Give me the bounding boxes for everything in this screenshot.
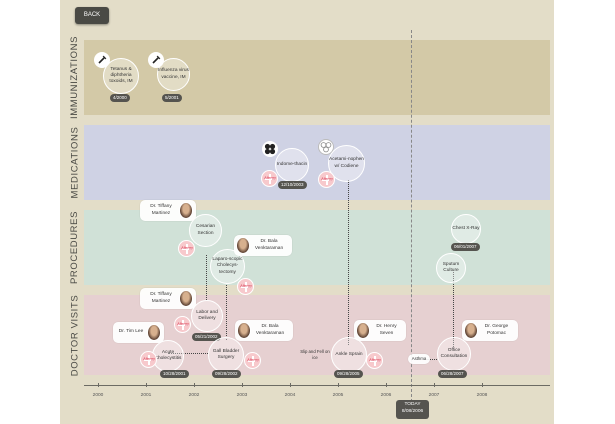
connector-line <box>427 359 437 360</box>
year-tick <box>290 383 291 387</box>
medication-date: 12/10/2003 <box>278 181 307 189</box>
allergy-icon: Allergy <box>174 316 191 333</box>
pills-outline-icon <box>318 139 334 155</box>
link-line <box>453 272 454 347</box>
today-marker[interactable]: TODAY 8/08/2006 <box>396 400 429 419</box>
medication-bubble[interactable]: Indome-thacin <box>275 148 309 182</box>
timeline-axis <box>84 385 550 386</box>
doctor-card[interactable]: Dr. Tiffany Martinez <box>140 200 196 221</box>
doctor-avatar <box>356 322 370 339</box>
doctor-visits-label: DOCTOR VISITS <box>69 294 81 376</box>
procedures-label: PROCEDURES <box>69 210 81 285</box>
visit-date: 09/28/2005 <box>334 370 363 378</box>
doctor-card[interactable]: Dr. Bala Venktaraman <box>234 235 292 256</box>
immunization-bubble[interactable]: Influenza virus vaccine, IM <box>157 58 190 91</box>
doctor-avatar <box>464 322 478 339</box>
doctor-card[interactable]: Dr. George Potomac <box>462 320 518 341</box>
visit-bubble[interactable]: Labor and Delivery <box>191 300 223 332</box>
immunizations-label: IMMUNIZATIONS <box>69 35 81 120</box>
year-tick <box>242 383 243 387</box>
procedure-bubble[interactable]: Laparo-scopic Cholecys-tectomy <box>210 249 245 284</box>
immunization-date: 5/2001 <box>162 94 182 102</box>
timeline-app: BACK IMMUNIZATIONS MEDICATIONS PROCEDURE… <box>60 0 554 424</box>
allergy-icon: Allergy <box>261 170 278 187</box>
year-label: 2002 <box>188 393 200 398</box>
year-label: 2000 <box>92 393 104 398</box>
year-label: 2004 <box>284 393 296 398</box>
allergy-icon: Allergy <box>140 351 157 368</box>
pills-icon <box>262 141 278 157</box>
year-tick <box>98 383 99 387</box>
doctor-card[interactable]: Dr. Henry Seven <box>354 320 406 341</box>
doctor-card[interactable]: Dr. Tiffany Martinez <box>140 288 196 309</box>
year-label: 2008 <box>476 393 488 398</box>
immunization-date: 4/2000 <box>110 94 130 102</box>
year-tick <box>386 383 387 387</box>
doctor-avatar <box>179 202 193 219</box>
allergy-icon: Allergy <box>366 352 383 369</box>
today-date: 8/08/2006 <box>401 408 424 414</box>
procedure-bubble[interactable]: Cesarian Section <box>189 214 222 247</box>
year-label: 2006 <box>380 393 392 398</box>
year-tick <box>146 383 147 387</box>
doctor-card[interactable]: Dr. Bala Venktaraman <box>235 320 293 341</box>
link-line <box>206 255 207 300</box>
link-line <box>226 285 227 340</box>
immunization-bubble[interactable]: Tetanus & diphtheria toxoids, IM <box>103 58 139 94</box>
link-line <box>348 180 349 345</box>
visit-bubble[interactable]: Acute Cholecystitis <box>152 340 184 372</box>
procedure-bubble[interactable]: Chest X-Ray <box>451 214 481 244</box>
year-tick <box>194 383 195 387</box>
year-label: 2001 <box>140 393 152 398</box>
connector-line <box>168 353 208 354</box>
procedure-date: 05/21/2002 <box>192 333 221 341</box>
procedures-band <box>84 210 550 285</box>
year-tick <box>338 383 339 387</box>
visit-note: Slip and Fell on ice <box>300 349 330 360</box>
allergy-icon: Allergy <box>244 352 261 369</box>
doctor-avatar <box>236 237 250 254</box>
today-line <box>411 30 412 402</box>
doctor-card[interactable]: Dr. Tim Lee <box>113 322 164 343</box>
visit-date: 10/28/2001 <box>160 370 189 378</box>
year-tick <box>482 383 483 387</box>
doctor-avatar <box>179 290 193 307</box>
visit-bubble[interactable]: Office Consultation <box>437 337 471 371</box>
year-label: 2003 <box>236 393 248 398</box>
year-label: 2007 <box>428 393 440 398</box>
today-label: TODAY <box>404 402 421 407</box>
visit-bubble[interactable]: Ankle Sprain <box>331 337 367 373</box>
medications-band <box>84 125 550 200</box>
procedure-bubble[interactable]: Sputum Culture <box>436 253 466 283</box>
doctor-avatar <box>237 322 251 339</box>
visit-date: 09/28/2002 <box>212 370 241 378</box>
visit-date: 06/28/2007 <box>438 370 467 378</box>
allergy-icon: Allergy <box>178 240 195 257</box>
allergy-icon: Allergy <box>237 278 254 295</box>
year-tick <box>434 383 435 387</box>
back-button[interactable]: BACK <box>75 7 109 24</box>
year-label: 2005 <box>332 393 344 398</box>
medications-label: MEDICATIONS <box>69 126 81 199</box>
procedure-date: 06/01/2007 <box>451 243 480 251</box>
asthma-tag: Asthma <box>408 354 430 364</box>
visit-bubble[interactable]: Gall Bladder Surgery <box>208 337 244 373</box>
allergy-icon: Allergy <box>318 171 335 188</box>
doctor-avatar <box>147 324 161 341</box>
